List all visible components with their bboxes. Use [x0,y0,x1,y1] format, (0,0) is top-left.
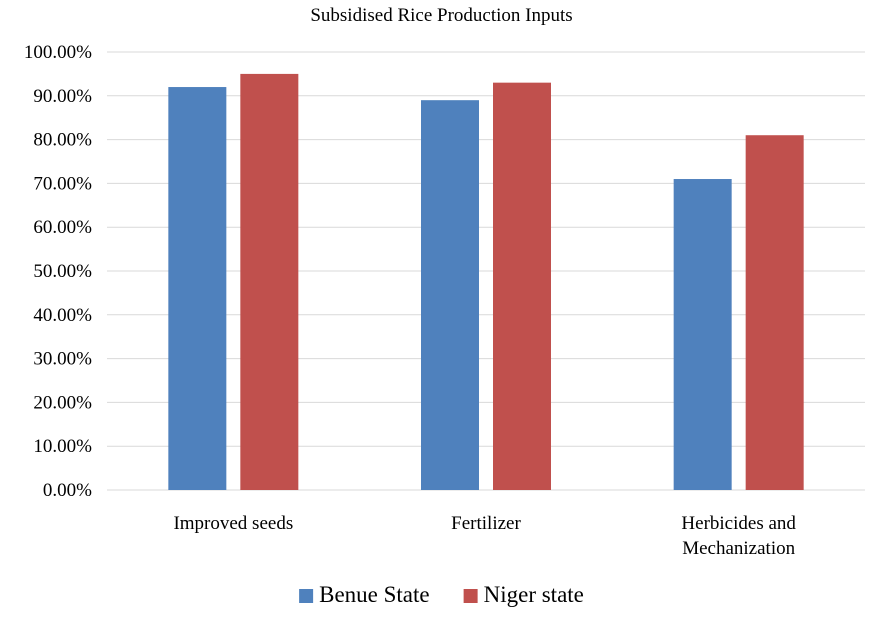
bar-benue-state [673,179,732,490]
x-category-label: Fertilizer [451,513,521,534]
x-category-label: Herbicides and Mechanization [681,513,796,559]
legend-swatch [463,589,478,603]
y-tick-label: 50.00% [33,261,92,282]
legend-item-niger-state: Niger state [463,582,584,607]
bar-niger-state [493,82,551,490]
y-tick-label: 70.00% [33,173,92,194]
bar-benue-state [421,100,479,491]
y-tick-label: 100.00% [24,42,92,63]
y-tick-label: 30.00% [33,349,92,370]
y-tick-label: 0.00% [43,480,92,501]
x-axis-categories: Improved seeds Fertilizer Herbicides and Me… [173,513,796,559]
bar-niger-state [745,135,804,490]
legend-label: Benue State [319,582,430,607]
legend-item-benue-state: Benue State [299,582,430,607]
legend-label: Niger state [484,582,584,607]
bar-niger-state [240,73,299,491]
chart-title: Subsidised Rice Production Inputs [310,5,572,26]
y-axis-ticks: 0.00% 10.00% 20.00% 30.00% 40.00% 50.00% 60.00… [24,42,92,501]
y-tick-label: 40.00% [33,305,92,326]
y-tick-label: 20.00% [33,392,92,413]
y-tick-label: 80.00% [33,130,92,151]
bars [168,73,804,491]
y-tick-label: 60.00% [33,217,92,238]
y-tick-label: 10.00% [33,436,92,457]
gridlines [107,51,865,491]
legend-swatch [299,589,314,603]
x-category-label: Improved seeds [173,513,293,534]
legend: Benue State Niger state [299,582,584,607]
bar-benue-state [168,87,227,490]
y-tick-label: 90.00% [33,86,92,107]
